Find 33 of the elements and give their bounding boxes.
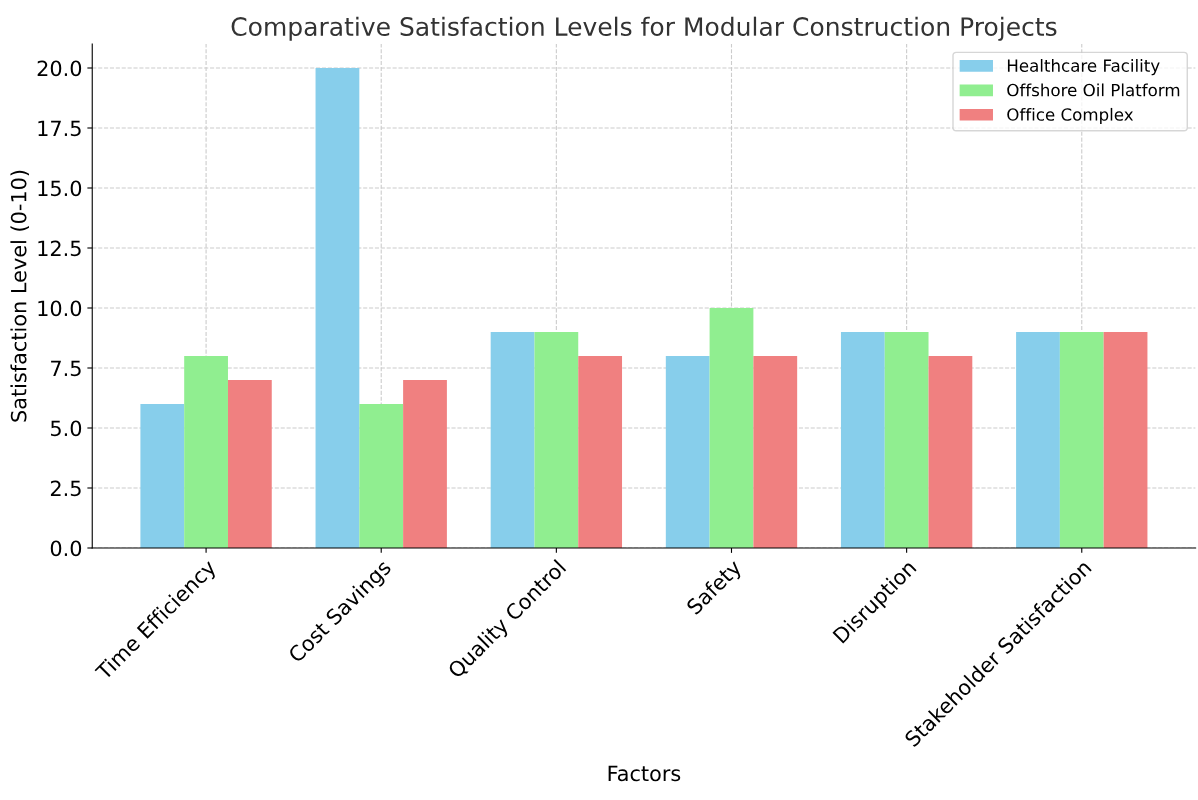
- y-tick-label: 12.5: [38, 240, 81, 257]
- y-tick-label: 2.5: [50, 480, 81, 497]
- bar: [403, 380, 447, 548]
- y-tick-label: 0.0: [50, 540, 82, 557]
- bar: [665, 356, 710, 548]
- bar: [184, 356, 228, 548]
- bar: [140, 404, 185, 548]
- y-tick-label: 20.0: [37, 60, 82, 77]
- bar: [884, 332, 929, 548]
- bar: [928, 356, 973, 548]
- bar: [359, 404, 404, 548]
- y-tick-label: 17.5: [38, 120, 81, 137]
- legend-label: Healthcare Facility: [1007, 59, 1160, 76]
- y-tick-label: 10.0: [38, 300, 82, 317]
- bar: [227, 380, 272, 548]
- x-axis-title: Factors: [608, 765, 681, 782]
- bar: [840, 332, 885, 548]
- bar: [315, 68, 360, 548]
- bar: [490, 332, 535, 548]
- bar: [753, 356, 798, 548]
- chart-title: Comparative Satisfaction Levels for Modular Construction Projects: [231, 16, 1057, 41]
- legend-label: Office Complex: [1007, 107, 1134, 125]
- y-tick-label: 7.5: [51, 360, 81, 377]
- y-axis-title: Satisfaction Level (0-10): [10, 170, 29, 422]
- bar: [1059, 332, 1104, 548]
- bar: [709, 308, 754, 548]
- bar: [578, 356, 623, 548]
- bar: [1016, 332, 1060, 548]
- bar: [534, 332, 579, 548]
- legend-label: Offshore Oil Platform: [1007, 83, 1180, 97]
- bar: [1103, 332, 1148, 548]
- y-tick-label: 15.0: [38, 180, 82, 197]
- y-tick-label: 5.0: [51, 420, 82, 437]
